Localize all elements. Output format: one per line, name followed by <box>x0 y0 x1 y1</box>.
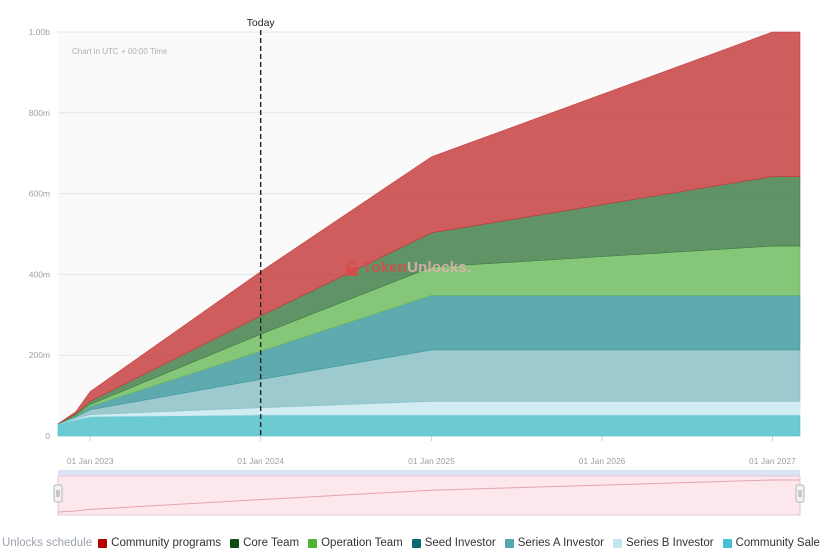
chart-note: Chart in UTC + 00:00 Time <box>72 47 168 56</box>
navigator-handle-left <box>53 484 63 503</box>
legend-label: Operation Team <box>321 537 403 549</box>
x-tick-label: 01 Jan 2025 <box>408 456 455 466</box>
legend-swatch <box>722 538 732 548</box>
watermark-text-a: Token <box>363 259 408 276</box>
tokenunlocks-watermark: Token Unlocks. <box>345 259 471 276</box>
legend-swatch <box>504 538 514 548</box>
legend-label: Core Team <box>243 537 300 549</box>
chart-svg[interactable]: 0 200m 400m 600m 800m 1.00b Chart in UTC + 00:… <box>0 0 829 530</box>
legend-swatch <box>411 538 421 548</box>
area-community-programs <box>57 31 801 425</box>
lock-icon <box>346 259 358 276</box>
legend-swatch <box>308 538 318 548</box>
legend-label: Series A Investor <box>517 537 604 549</box>
navigator-scrollbar <box>58 470 800 476</box>
y-tick-label: 200m <box>29 350 50 360</box>
legend-item-series-b-investor[interactable]: Series B Investor <box>613 537 714 549</box>
area-community-sale <box>57 414 801 437</box>
x-tick-label: 01 Jan 2026 <box>579 456 626 466</box>
y-tick-label: 800m <box>29 108 50 118</box>
watermark-text-b: Unlocks. <box>407 259 472 276</box>
legend-item-core-team[interactable]: Core Team <box>230 537 299 549</box>
legend-title: Unlocks schedule <box>2 537 93 549</box>
legend-swatch <box>613 538 622 548</box>
legend-item-seed-investor[interactable]: Seed Investor <box>411 537 496 549</box>
legend-item-series-a-investor[interactable]: Series A Investor <box>504 537 604 549</box>
legend-label: Community programs <box>111 537 222 549</box>
navigator-window <box>57 475 801 516</box>
navigator-series-line <box>57 479 800 513</box>
y-tick-label: 600m <box>29 189 50 199</box>
y-tick-label: 0 <box>45 431 50 441</box>
today-label: Today <box>247 17 276 29</box>
x-tick-label: 01 Jan 2024 <box>237 456 284 466</box>
y-tick-label: 1.00b <box>29 27 51 37</box>
x-tick-label: 01 Jan 2023 <box>67 456 114 466</box>
legend-label: Series B Investor <box>626 537 714 549</box>
legend-item-community-programs[interactable]: Community programs <box>98 537 221 549</box>
legend-item-operation-team[interactable]: Operation Team <box>308 537 403 549</box>
navigator-handle-right <box>795 484 805 503</box>
legend-swatch <box>230 538 240 548</box>
legend-label: Seed Investor <box>424 537 496 549</box>
legend-swatch <box>98 538 108 548</box>
legend: Unlocks schedule Community programs Core… <box>2 534 829 552</box>
x-tick-label: 01 Jan 2027 <box>749 456 796 466</box>
legend-label: Community Sale <box>735 537 820 549</box>
y-tick-label: 400m <box>29 269 50 279</box>
legend-item-community-sale[interactable]: Community Sale <box>722 537 820 549</box>
